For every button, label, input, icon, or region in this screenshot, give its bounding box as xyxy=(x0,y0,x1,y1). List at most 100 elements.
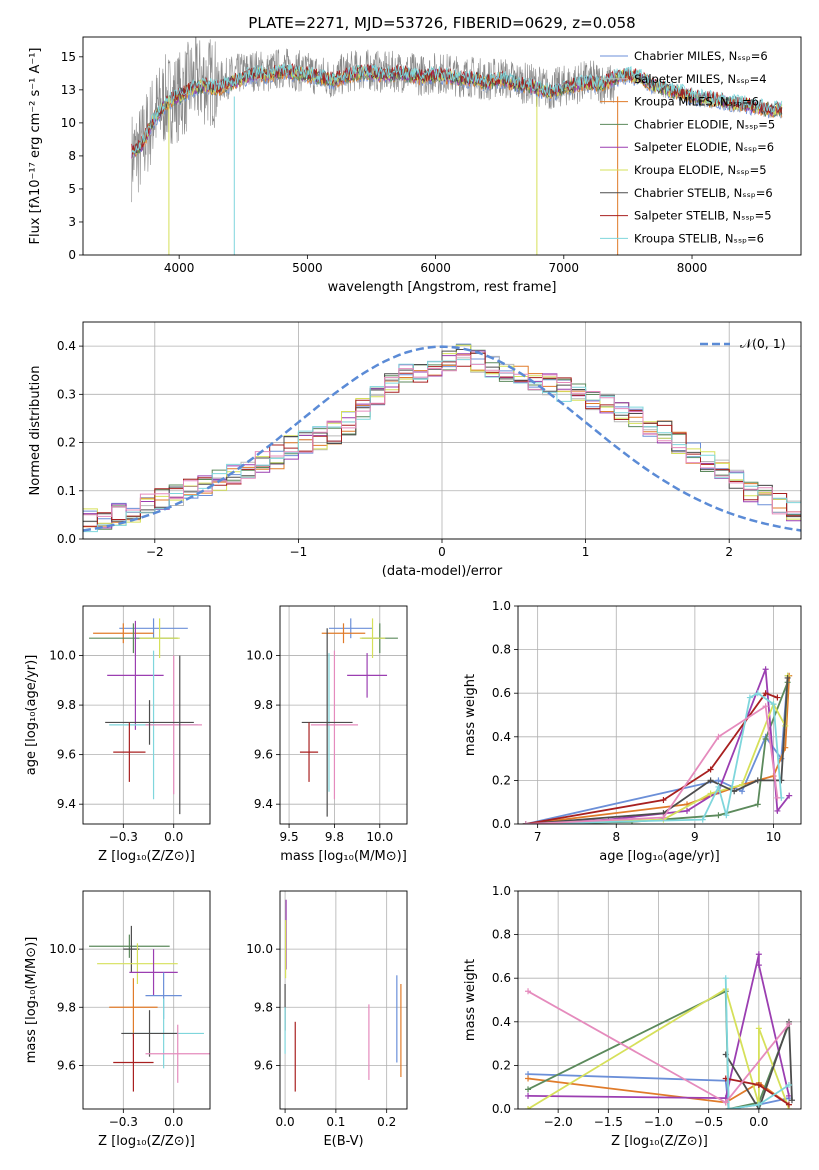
series-marker xyxy=(785,1101,792,1108)
error-bar-point xyxy=(129,949,178,996)
legend: Chabrier MILES, Nₛₛₚ=6 Salpeter MILES, Nₛ… xyxy=(600,49,775,245)
legend-entry: Chabrier STELIB, Nₛₛₚ=6 xyxy=(634,186,773,200)
series-marker xyxy=(746,694,753,701)
series-line xyxy=(525,692,783,824)
series-marker xyxy=(722,975,729,982)
error-bar-point xyxy=(97,943,178,985)
y-tick-label: 1.0 xyxy=(492,884,511,898)
y-tick-label: 9.4 xyxy=(254,797,273,811)
axes-frame xyxy=(517,605,802,825)
series-marker xyxy=(522,821,529,824)
error-bars xyxy=(89,925,210,1092)
series-marker xyxy=(762,690,769,697)
x-tick-label: 10 xyxy=(766,830,781,844)
series-marker xyxy=(715,783,722,790)
series-line xyxy=(527,1073,790,1109)
error-bar-point xyxy=(109,978,158,1037)
x-tick-label: 9 xyxy=(691,830,699,844)
y-tick-label: 5 xyxy=(68,182,76,196)
y-tick-label: 10.0 xyxy=(246,942,273,956)
error-bars xyxy=(284,899,402,1092)
series-marker xyxy=(525,1106,532,1109)
error-bar-point xyxy=(113,1033,154,1092)
y-axis-label: age [log₁₀(age/yr)] xyxy=(24,655,39,776)
y-tick-label: 0.0 xyxy=(492,1102,511,1116)
x-tick-label: 5000 xyxy=(292,261,323,275)
series-marker xyxy=(770,701,777,708)
x-axis-label: Z [log₁₀(Z/Z⊙)] xyxy=(98,1134,195,1149)
series-marker xyxy=(774,807,781,814)
x-tick-label: 2 xyxy=(725,545,733,559)
series-marker xyxy=(762,703,769,710)
y-tick-label: 0.2 xyxy=(492,773,511,787)
x-tick-label: −1 xyxy=(290,545,308,559)
series-marker xyxy=(725,1106,732,1109)
y-axis-label: mass weight xyxy=(463,674,478,756)
y-tick-label: 9.8 xyxy=(57,1000,76,1014)
y-tick-label: 9.6 xyxy=(254,1058,273,1072)
series-marker xyxy=(762,735,769,742)
series-marker xyxy=(774,694,781,701)
series-marker xyxy=(784,674,791,681)
series-line xyxy=(525,704,779,824)
x-tick-label: 0.0 xyxy=(164,1115,183,1129)
error-bar-point xyxy=(145,655,202,795)
series-marker xyxy=(786,792,793,799)
error-bar-point xyxy=(107,620,164,730)
x-tick-label: 8000 xyxy=(677,261,708,275)
gaussian-curve xyxy=(83,345,801,532)
y-tick-label: 9.6 xyxy=(57,748,76,762)
series-marker xyxy=(755,951,762,958)
series-marker xyxy=(715,733,722,740)
y-tick-label: 0.8 xyxy=(492,928,511,942)
x-tick-label: −1.5 xyxy=(594,1115,623,1129)
legend-entry: Salpeter MILES, Nₛₛₚ=4 xyxy=(634,72,767,86)
series-lines xyxy=(522,666,793,824)
series-marker xyxy=(722,1099,729,1106)
mass-weight-vs-metallicity-panel: −2.0 −1.5 −1.0 −0.5 0.0 0.0 0.2 0.4 0.6 0.8 1.0 Z [… xyxy=(463,884,802,1149)
error-bar-point xyxy=(123,925,140,973)
series-marker xyxy=(755,1082,762,1089)
legend-entry: Kroupa STELIB, Nₛₛₚ=6 xyxy=(634,231,764,245)
error-bar-point xyxy=(121,1010,178,1057)
x-tick-label: 7000 xyxy=(549,261,580,275)
observed-spectrum-line xyxy=(131,37,616,203)
y-axis-label: mass [log₁₀(M/M⊙)] xyxy=(24,937,39,1064)
y-tick-label: 0.0 xyxy=(57,532,76,546)
y-tick-label: 0.4 xyxy=(492,730,511,744)
error-bar-point xyxy=(321,623,366,644)
residuals-panel: −2 −1 0 1 2 0.0 0.1 0.2 0.3 0.4 (data-model)/error… xyxy=(28,321,802,579)
y-tick-label: 9.8 xyxy=(254,1000,273,1014)
histogram-step-line xyxy=(83,349,801,522)
series-marker xyxy=(785,1082,792,1089)
axes-frame xyxy=(82,605,211,825)
x-axis-label: Z [log₁₀(Z/Z⊙)] xyxy=(611,1134,708,1149)
x-axis-label: mass [log₁₀(M/M⊙)] xyxy=(280,849,407,864)
x-tick-label: 4000 xyxy=(164,261,195,275)
axes-frame xyxy=(82,321,802,540)
error-bar-point xyxy=(359,618,386,659)
series-marker xyxy=(707,790,714,797)
series-marker xyxy=(684,807,691,814)
legend-entry: Chabrier ELODIE, Nₛₛₚ=5 xyxy=(634,117,775,131)
series-marker xyxy=(754,690,761,697)
y-tick-label: 0 xyxy=(68,248,76,262)
x-tick-label: 6000 xyxy=(420,261,451,275)
series-marker xyxy=(754,801,761,808)
histogram-step-line xyxy=(83,355,801,517)
error-bars xyxy=(89,618,202,815)
x-tick-label: 0.0 xyxy=(276,1115,295,1129)
y-tick-label: 9.4 xyxy=(57,797,76,811)
error-bar-point xyxy=(301,628,353,817)
series-marker xyxy=(525,988,532,995)
error-bars xyxy=(299,618,398,817)
series-marker xyxy=(707,777,714,784)
x-axis-label: Z [log₁₀(Z/Z⊙)] xyxy=(98,849,195,864)
x-tick-label: −1.0 xyxy=(644,1115,673,1129)
y-tick-label: 0.6 xyxy=(492,686,511,700)
age-vs-mass-panel: 9.5 9.8 10.0 9.4 9.6 9.8 10.0 mass [log₁₀(M/M⊙)… xyxy=(246,605,408,864)
y-tick-label: 10.0 xyxy=(49,942,76,956)
legend-entry: Chabrier MILES, Nₛₛₚ=6 xyxy=(634,49,768,63)
y-tick-label: 13 xyxy=(61,83,76,97)
